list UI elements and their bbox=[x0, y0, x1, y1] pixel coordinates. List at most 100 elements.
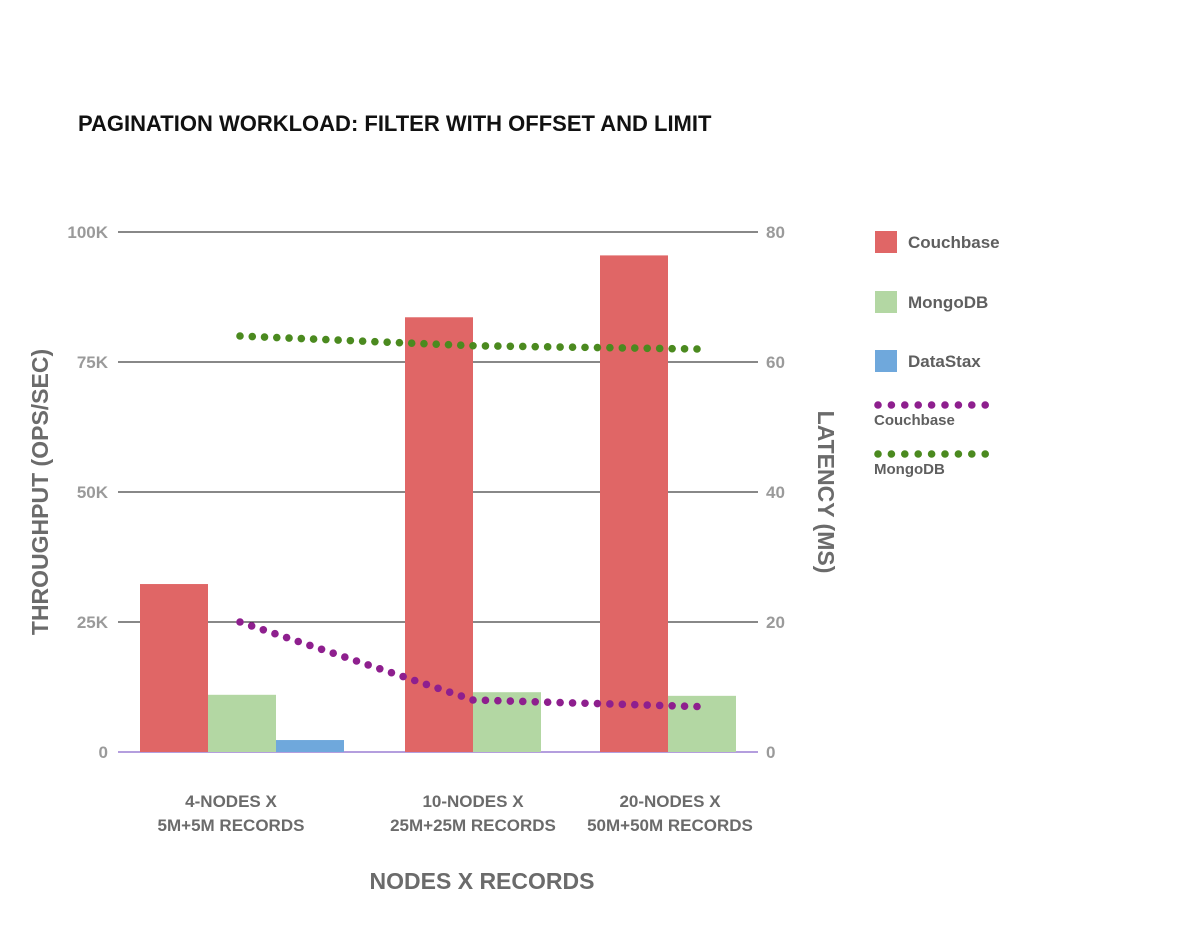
y-tick-label: 75K bbox=[77, 353, 109, 372]
latency-dot-couchbase bbox=[317, 645, 326, 654]
legend-line-couchbase bbox=[927, 401, 936, 409]
latency-dot-couchbase bbox=[434, 684, 442, 693]
latency-dot-mongodb bbox=[494, 342, 502, 350]
latency-dot-couchbase bbox=[668, 701, 676, 710]
latency-dot-couchbase bbox=[341, 653, 349, 661]
y-tick-label: 25K bbox=[77, 613, 109, 632]
legend-line-mongodb bbox=[887, 450, 896, 458]
legend: Couchbase MongoDB DataStax Couchbase MongoDB bbox=[874, 231, 1000, 478]
latency-dot-couchbase bbox=[352, 657, 361, 665]
latency-dot-couchbase bbox=[606, 700, 614, 708]
latency-dot-couchbase bbox=[543, 698, 552, 706]
latency-dot-couchbase bbox=[271, 629, 279, 638]
latency-dot-mongodb bbox=[606, 343, 614, 352]
y-axis-ticks: 0 25K 50K 75K 100K bbox=[67, 223, 108, 762]
latency-dot-couchbase bbox=[643, 701, 652, 709]
latency-dot-mongodb bbox=[309, 335, 318, 343]
bar-couchbase-3 bbox=[600, 255, 668, 752]
legend-line-mongodb bbox=[981, 450, 989, 458]
latency-dot-couchbase bbox=[494, 696, 502, 705]
latency-dot-couchbase bbox=[364, 661, 372, 669]
latency-dot-couchbase bbox=[581, 699, 589, 708]
legend-line-mongodb bbox=[901, 450, 909, 458]
legend-line-mongodb bbox=[941, 450, 949, 458]
latency-dot-mongodb bbox=[556, 343, 564, 351]
latency-dot-mongodb bbox=[593, 343, 602, 352]
legend-line-couchbase bbox=[981, 401, 989, 409]
latency-dot-mongodb bbox=[581, 343, 589, 352]
latency-dot-mongodb bbox=[531, 342, 540, 351]
legend-line-couchbase bbox=[874, 401, 882, 409]
latency-dot-mongodb bbox=[395, 338, 404, 347]
latency-lines bbox=[236, 332, 701, 711]
legend-line-couchbase bbox=[941, 401, 949, 409]
y2-tick-label: 20 bbox=[766, 613, 785, 632]
latency-dot-mongodb bbox=[297, 334, 306, 343]
latency-dot-couchbase bbox=[630, 700, 639, 709]
latency-dot-mongodb bbox=[407, 339, 416, 347]
x-axis-ticks: 4-NODES X 5M+5M RECORDS 10-NODES X 25M+25M … bbox=[158, 792, 753, 835]
latency-dot-couchbase bbox=[481, 696, 490, 705]
legend-line-couchbase bbox=[901, 401, 909, 409]
latency-dot-mongodb bbox=[444, 340, 453, 349]
y-tick-label: 50K bbox=[77, 483, 109, 502]
legend-label: Couchbase bbox=[874, 412, 955, 429]
y-tick-label: 100K bbox=[67, 223, 108, 242]
latency-dot-couchbase bbox=[282, 633, 291, 642]
x-tick-label: 10-NODES X bbox=[422, 792, 524, 811]
latency-dot-mongodb bbox=[260, 333, 269, 341]
latency-dot-couchbase bbox=[376, 665, 384, 673]
latency-dot-couchbase bbox=[259, 626, 268, 634]
latency-dot-mongodb bbox=[693, 345, 701, 353]
latency-dot-mongodb bbox=[272, 333, 281, 342]
legend-line-mongodb bbox=[968, 450, 976, 458]
bar-datastax-1 bbox=[276, 740, 344, 752]
y-tick-label: 0 bbox=[99, 743, 108, 762]
latency-dot-mongodb bbox=[322, 335, 330, 344]
legend-swatch-mongodb bbox=[875, 291, 897, 313]
latency-dot-couchbase bbox=[506, 697, 515, 705]
latency-dot-mongodb bbox=[543, 343, 552, 351]
latency-dot-mongodb bbox=[346, 336, 355, 345]
latency-dot-mongodb bbox=[285, 334, 293, 342]
x-tick-label: 25M+25M RECORDS bbox=[390, 816, 556, 835]
legend-line-couchbase bbox=[968, 401, 976, 409]
latency-dot-couchbase bbox=[422, 680, 431, 689]
latency-dot-mongodb bbox=[432, 340, 441, 349]
x-tick-label: 20-NODES X bbox=[619, 792, 721, 811]
latency-dot-mongodb bbox=[643, 344, 652, 353]
latency-dot-couchbase bbox=[387, 668, 396, 677]
y2-tick-label: 0 bbox=[766, 743, 775, 762]
legend-line-mongodb bbox=[954, 450, 963, 458]
latency-dot-mongodb bbox=[469, 341, 477, 350]
legend-swatch-couchbase bbox=[875, 231, 897, 253]
x-tick-label: 4-NODES X bbox=[185, 792, 277, 811]
y2-tick-label: 60 bbox=[766, 353, 785, 372]
latency-dot-couchbase bbox=[247, 622, 256, 630]
latency-dot-couchbase bbox=[306, 641, 314, 650]
x-axis-label: NODES X RECORDS bbox=[370, 868, 595, 894]
latency-dot-couchbase bbox=[410, 676, 419, 685]
latency-dot-couchbase bbox=[457, 692, 466, 700]
latency-dot-mongodb bbox=[568, 343, 577, 351]
latency-dot-couchbase bbox=[568, 699, 577, 707]
latency-dot-mongodb bbox=[420, 339, 428, 348]
latency-dot-couchbase bbox=[693, 702, 701, 711]
latency-dot-couchbase bbox=[469, 696, 477, 704]
legend-line-mongodb bbox=[874, 450, 882, 458]
latency-dot-couchbase bbox=[294, 637, 303, 646]
legend-label: MongoDB bbox=[908, 293, 988, 312]
y2-axis-ticks: 0 20 40 60 80 bbox=[766, 223, 785, 762]
latency-dot-mongodb bbox=[630, 344, 639, 352]
latency-dot-couchbase bbox=[593, 699, 602, 708]
latency-dot-couchbase bbox=[680, 702, 689, 710]
legend-line-couchbase bbox=[914, 401, 922, 409]
latency-dot-mongodb bbox=[358, 337, 367, 345]
legend-line-couchbase bbox=[887, 401, 896, 409]
bar-mongodb-1 bbox=[208, 694, 276, 752]
y2-tick-label: 80 bbox=[766, 223, 785, 242]
latency-dot-couchbase bbox=[556, 698, 564, 707]
latency-dot-couchbase bbox=[518, 697, 527, 706]
latency-dot-couchbase bbox=[236, 618, 244, 626]
